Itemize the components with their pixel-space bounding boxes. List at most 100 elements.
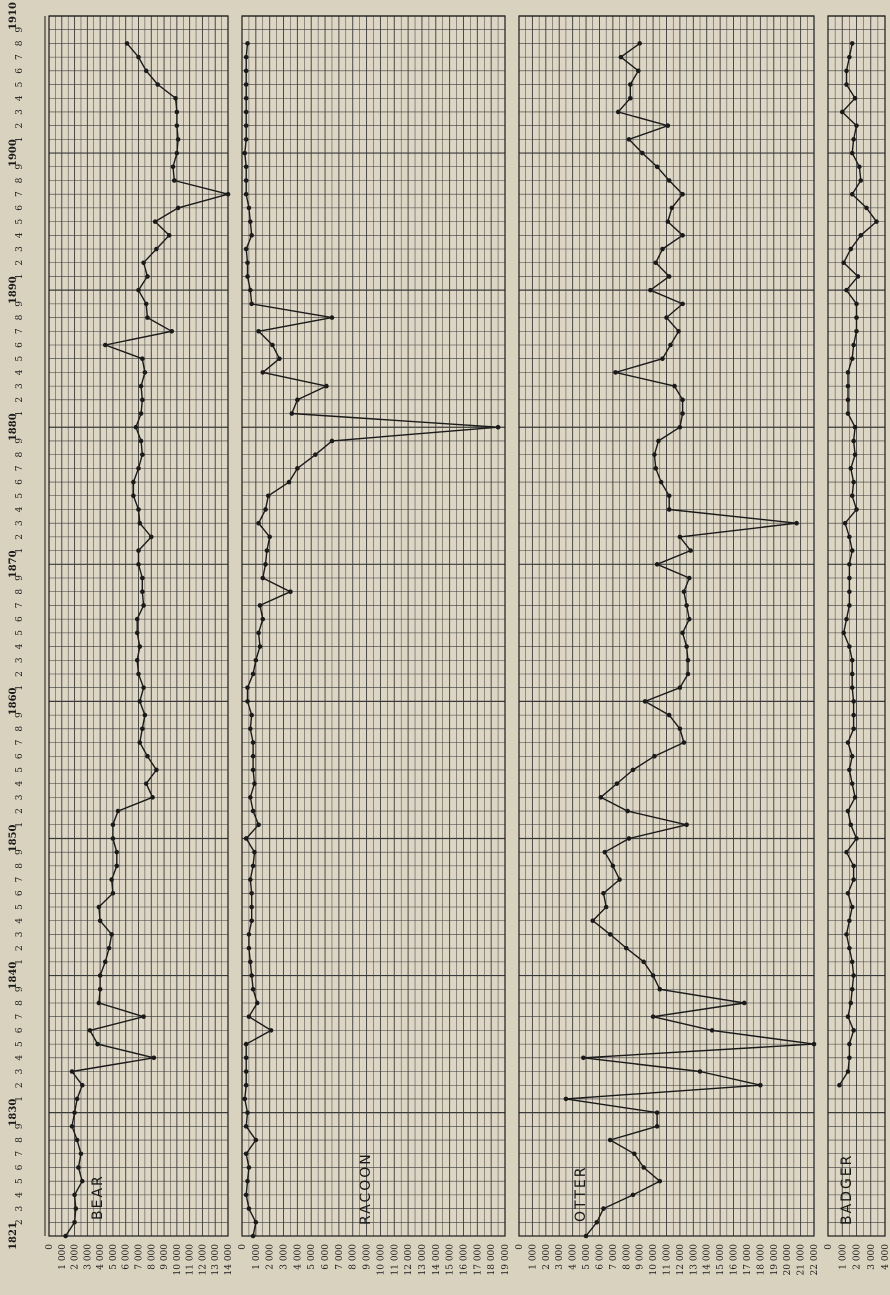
data-point [666, 493, 672, 499]
y-tick-label: 6 000 [595, 1244, 605, 1270]
y-tick-label: 22 000 [810, 1244, 820, 1276]
data-point [680, 630, 685, 636]
data-point [114, 849, 120, 855]
data-point [173, 95, 178, 101]
y-tick-label: 0 [238, 1244, 248, 1250]
x-tick-label: 6 [15, 753, 25, 759]
data-point [630, 1192, 636, 1198]
data-point [601, 891, 606, 896]
data-point [249, 301, 254, 307]
data-point [640, 150, 645, 156]
x-tick-label: 9 [15, 849, 25, 855]
data-point [134, 657, 140, 663]
data-point [665, 219, 671, 224]
data-point [844, 932, 849, 937]
x-tick-label: 8 [15, 726, 25, 732]
x-tick-label: 4 [15, 232, 25, 238]
data-point [174, 150, 180, 156]
data-point [851, 877, 856, 882]
data-point [847, 603, 852, 608]
x-tick-label: 2 [15, 260, 25, 266]
data-point [680, 233, 685, 238]
data-point [256, 520, 261, 526]
y-tick-label: 4 000 [569, 1244, 579, 1270]
data-point [260, 575, 266, 581]
data-point [170, 164, 176, 170]
data-point [73, 1206, 79, 1211]
x-tick-label: 6 [15, 68, 25, 74]
x-tick-label: 5 [15, 1041, 25, 1047]
data-point [794, 520, 799, 526]
data-point [610, 863, 616, 869]
data-point [849, 685, 855, 690]
data-point [849, 959, 855, 965]
data-point [142, 712, 148, 718]
data-point [140, 452, 145, 457]
x-tick-label: 7 [15, 1151, 25, 1157]
x-tick-label: 9 [15, 712, 25, 718]
data-point [243, 95, 249, 101]
data-point [114, 863, 120, 869]
data-point [248, 287, 253, 293]
data-point [96, 1000, 102, 1006]
y-tick-label: 9 000 [636, 1244, 646, 1270]
y-tick-label: 14 000 [224, 1244, 234, 1276]
data-point [76, 1165, 81, 1170]
data-point [245, 260, 250, 266]
data-point [249, 891, 254, 896]
y-tick-label: 5 000 [109, 1244, 119, 1270]
data-point [672, 383, 677, 389]
data-point [264, 548, 270, 553]
data-point [684, 603, 689, 608]
data-point [849, 41, 855, 46]
data-point [684, 822, 689, 828]
data-point [845, 397, 851, 403]
data-point [845, 411, 851, 416]
data-point [246, 1014, 252, 1019]
data-point [874, 219, 879, 224]
data-point [845, 383, 851, 389]
data-point [72, 1110, 77, 1115]
series-line-otter [565, 42, 815, 1237]
x-tick-label: 6 [15, 616, 25, 622]
x-tick-label: 8 [15, 863, 25, 869]
data-point [267, 534, 272, 540]
data-point [844, 82, 849, 87]
data-point [243, 1192, 249, 1198]
data-point [864, 205, 869, 211]
data-point [329, 315, 335, 320]
data-point [246, 932, 252, 937]
y-tick-label: 10 000 [173, 1244, 183, 1276]
data-point [854, 507, 859, 512]
data-point [137, 740, 143, 745]
y-tick-label: 12 000 [676, 1244, 686, 1276]
y-tick-label: 17 000 [473, 1244, 483, 1276]
y-tick-label: 2 000 [542, 1244, 552, 1270]
data-point [847, 534, 852, 540]
data-point [677, 424, 683, 430]
data-point [849, 356, 855, 361]
data-point [627, 95, 633, 101]
data-point [666, 274, 672, 279]
data-point [243, 68, 249, 74]
data-point [245, 1110, 250, 1115]
data-point [154, 246, 159, 252]
data-point [851, 1028, 856, 1033]
data-point [253, 1137, 259, 1143]
series-line-bear [65, 42, 229, 1237]
data-point [242, 150, 248, 156]
data-point [137, 644, 143, 649]
data-point [627, 82, 633, 87]
y-tick-label: 8 000 [622, 1244, 632, 1270]
data-point [648, 287, 653, 293]
data-point [858, 233, 864, 238]
y-tick-label: 18 000 [756, 1244, 766, 1276]
y-tick-label: 7 000 [609, 1244, 619, 1270]
data-point [680, 191, 685, 197]
data-point [102, 342, 108, 348]
data-point [852, 795, 858, 800]
data-point [844, 849, 849, 855]
x-tick-label: 7 [15, 191, 25, 197]
x-tick-label: 3 [15, 931, 25, 937]
data-point [74, 1096, 80, 1102]
